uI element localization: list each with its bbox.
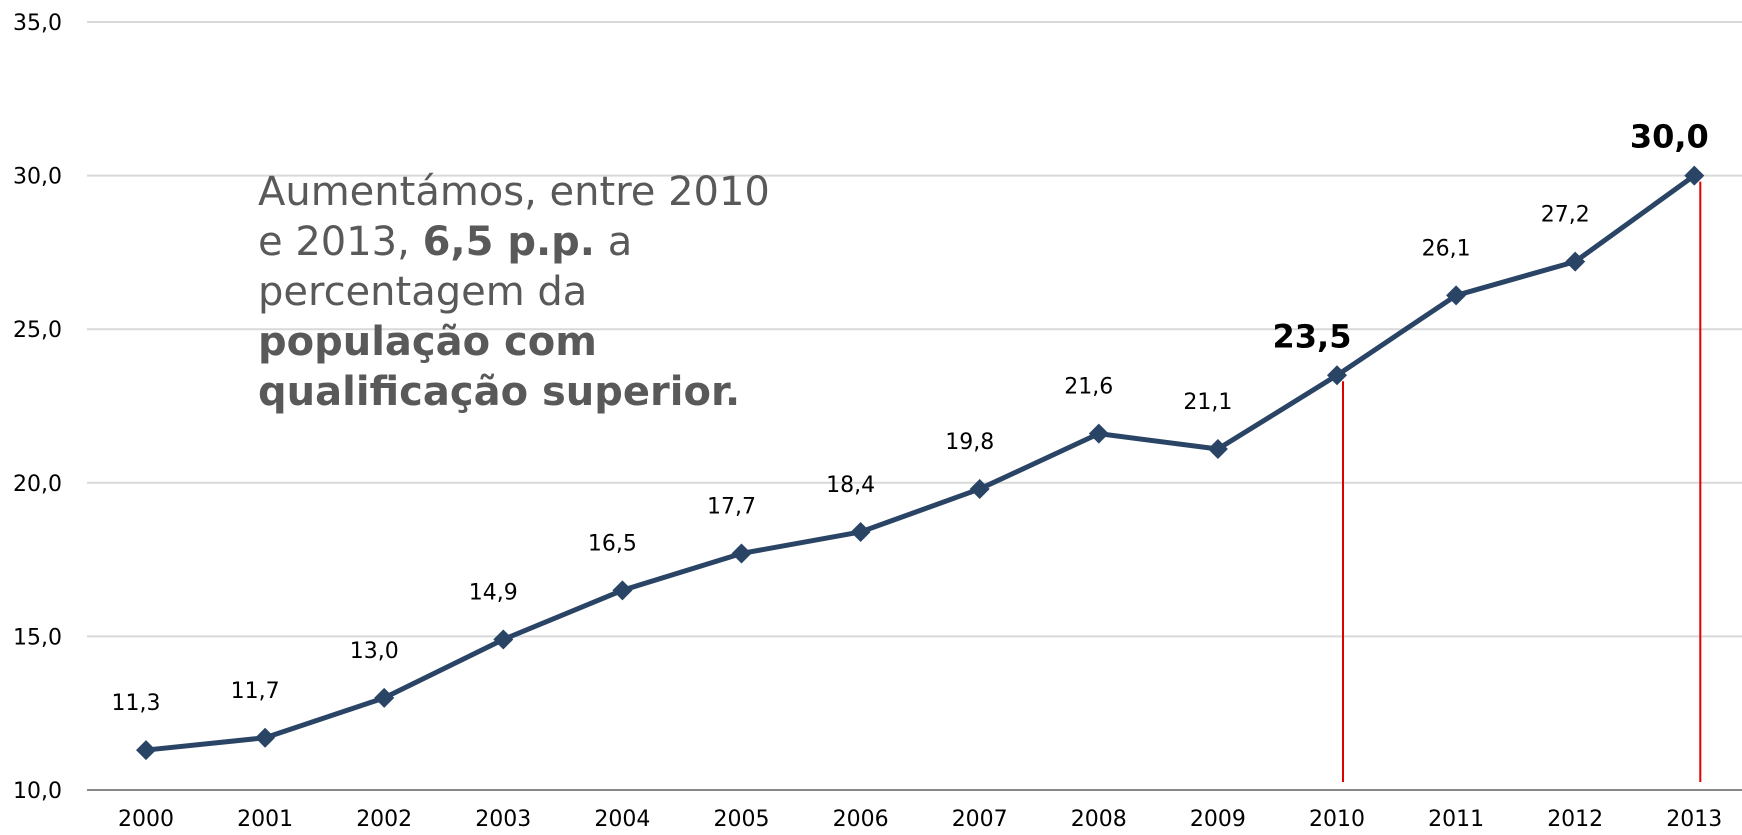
- marker: [493, 629, 514, 650]
- x-tick-label: 2004: [594, 807, 650, 832]
- y-tick-label: 30,0: [13, 165, 62, 190]
- annotation: qualificação superior.: [258, 369, 740, 415]
- value-label: 16,5: [588, 531, 637, 556]
- annotation-part: percentagem da: [258, 269, 587, 315]
- value-label: 13,0: [350, 639, 399, 664]
- y-tick-label: 10,0: [13, 779, 62, 804]
- line: [145, 173, 1696, 753]
- x-tick-label: 2009: [1190, 807, 1246, 832]
- marker: [969, 478, 990, 499]
- marker: [374, 687, 395, 708]
- annotation: e 2013, 6,5 p.p. a: [258, 219, 632, 265]
- value-label: 21,1: [1183, 390, 1232, 415]
- highlight-label: 23,5: [1273, 317, 1352, 355]
- annotation-part: a: [595, 219, 632, 265]
- value-label: 27,2: [1541, 203, 1590, 228]
- x-tick-label: 2006: [833, 807, 889, 832]
- x-tick-label: 2012: [1547, 807, 1603, 832]
- highlight-label: 30,0: [1630, 118, 1709, 156]
- annotation-part: qualificação superior.: [258, 369, 740, 415]
- marker: [731, 543, 752, 564]
- x-tick-label: 2010: [1309, 807, 1365, 832]
- annotation: população com: [258, 319, 597, 365]
- x-tick-label: 2013: [1666, 807, 1722, 832]
- annotation: percentagem da: [258, 269, 587, 315]
- y-tick-label: 35,0: [13, 11, 62, 36]
- y-tick-label: 15,0: [13, 625, 62, 650]
- annotation-part: 6,5 p.p.: [423, 219, 595, 265]
- value-label: 18,4: [826, 473, 875, 498]
- value-label: 19,8: [945, 430, 994, 455]
- value-label: 21,6: [1064, 375, 1113, 400]
- marker: [1565, 251, 1586, 272]
- x-tick-label: 2001: [237, 807, 293, 832]
- value-label: 17,7: [707, 494, 756, 519]
- marker: [1207, 439, 1228, 460]
- value-label: 14,9: [469, 580, 518, 605]
- x-tick-label: 2002: [356, 807, 412, 832]
- annotation-part: Aumentámos, entre 2010: [258, 169, 770, 215]
- x-tick-label: 2000: [118, 807, 174, 832]
- marker: [1446, 285, 1467, 306]
- marker: [850, 521, 871, 542]
- x-tick-label: 2005: [714, 807, 770, 832]
- value-label: 11,7: [231, 679, 280, 704]
- value-label: 26,1: [1422, 236, 1471, 261]
- marker: [255, 727, 276, 748]
- marker: [612, 580, 633, 601]
- y-tick-label: 25,0: [13, 318, 62, 343]
- annotation-part: e 2013,: [258, 219, 423, 265]
- annotation-part: população com: [258, 319, 597, 365]
- x-tick-label: 2008: [1071, 807, 1127, 832]
- marker: [1684, 165, 1705, 186]
- annotation: Aumentámos, entre 2010: [258, 169, 770, 215]
- y-tick-label: 20,0: [13, 472, 62, 497]
- value-label: 11,3: [112, 691, 161, 716]
- x-tick-label: 2011: [1428, 807, 1484, 832]
- x-tick-label: 2003: [475, 807, 531, 832]
- marker: [136, 740, 156, 761]
- marker: [1088, 423, 1109, 444]
- marker: [1327, 365, 1347, 386]
- x-tick-label: 2007: [952, 807, 1008, 832]
